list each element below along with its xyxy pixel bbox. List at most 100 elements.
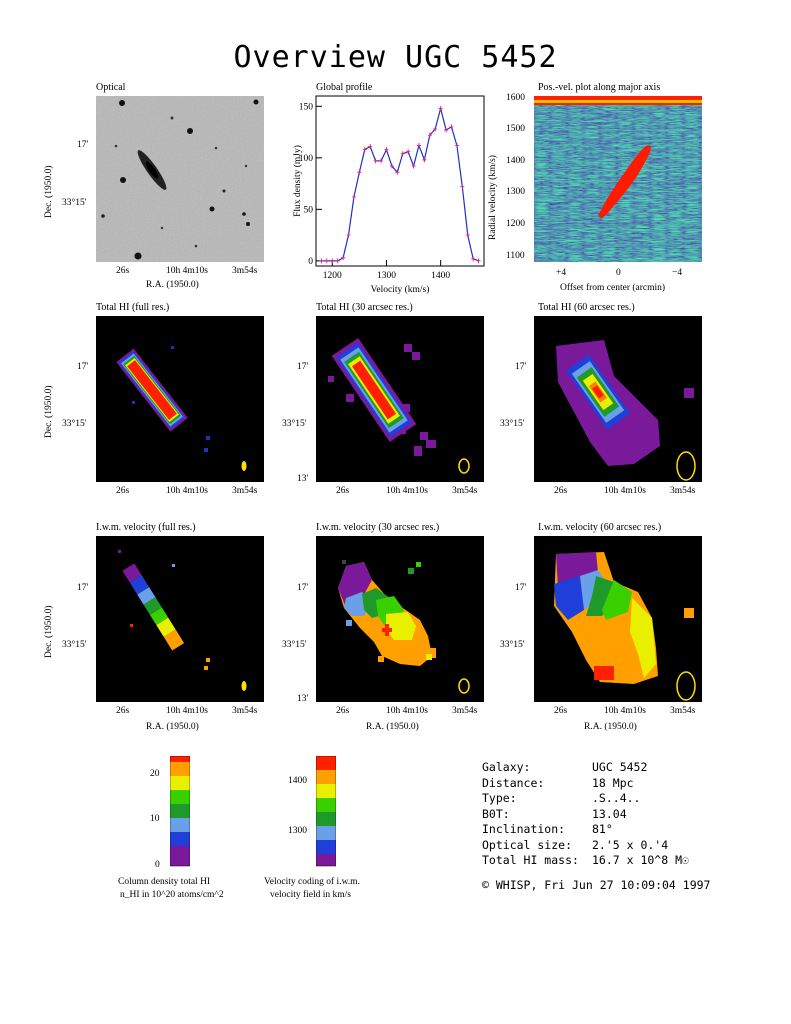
hi-30-ra-tick-26: 26s [336,486,350,496]
profile-data-point [411,163,416,169]
colorbar-column-tick-20: 20 [150,769,160,779]
pv-panel-title: Pos.-vel. plot along major axis [538,82,661,93]
vel-full-ra-tick-26: 26s [116,706,130,716]
global-profile-chart: 1200 1300 1400 0 50 100 150 Velocity (km/s) Fl… [292,95,485,295]
profile-data-point [324,258,329,264]
vel-full-ra-tick-3m54: 3m54s [232,706,258,716]
profile-data-point [319,258,324,264]
beam-ellipse [676,671,696,701]
colorbar-velocity-caption1: Velocity coding of i.w.m. [264,877,360,887]
hi-full-dec-label: Dec. (1950.0) [44,385,54,439]
profile-data-point [433,126,438,132]
credit-line: © WHISP, Fri Jun 27 10:09:04 1997 [482,878,711,892]
hi-30-dec-tick-15: 33°15' [282,419,307,429]
pv-xtick-plus4: +4 [556,268,567,278]
profile-panel-title: Global profile [316,82,373,93]
vel-60-dec-tick-15: 33°15' [500,640,525,650]
profile-data-point [373,158,378,164]
profile-ytick-label: 100 [299,154,314,164]
hi-30-dec-tick-17: 17' [297,362,309,372]
hi-30-title: Total HI (30 arcsec res.) [316,302,413,313]
profile-data-point [422,157,427,163]
colorbar-velocity-caption2: velocity field in km/s [270,890,352,900]
optical-ra-tick-10h: 10h 4m10s [166,266,208,276]
vel-full-dec-label: Dec. (1950.0) [44,605,54,659]
colorbar-column-caption1: Column density total HI [118,877,211,887]
colorbar-velocity-tick-1400: 1400 [288,776,307,786]
info-label-inclination: Inclination: [482,822,566,836]
beam-ellipse [458,458,470,474]
vel-30-map [316,536,484,702]
pv-xtick-0: 0 [616,268,621,278]
vel-60-dec-tick-17: 17' [515,583,527,593]
hi-30-map [316,316,484,482]
profile-data-point [465,232,470,238]
vel-30-dec-tick-13: 13' [297,694,309,704]
optical-image [96,96,264,262]
hi-full-dec-tick-17: 17' [77,362,89,372]
info-label-bt: B0T: [482,806,510,821]
profile-data-point [330,258,335,264]
hi-30-ra-tick-3m54: 3m54s [452,486,478,496]
info-value-distance: 18 Mpc [592,775,634,790]
profile-ytick-label: 50 [304,205,314,215]
profile-ylabel: Flux density (mJy) [292,145,303,217]
info-label-galaxy: Galaxy: [482,760,531,774]
optical-ra-label: R.A. (1950.0) [146,280,199,290]
optical-dec-tick-15: 33°15' [62,198,87,208]
vel-60-ra-tick-3m54: 3m54s [670,706,696,716]
colorbar-column-tick-0: 0 [155,860,160,870]
hi-full-title: Total HI (full res.) [96,302,170,313]
profile-data-point [416,142,421,148]
profile-data-point [368,143,373,149]
profile-ytick-label: 150 [299,102,314,112]
profile-xlabel: Velocity (km/s) [371,284,430,295]
hi-60-map [534,316,702,482]
info-label-distance: Distance: [482,775,545,790]
profile-ytick-label: 0 [308,257,313,267]
pv-ytick-1100: 1100 [506,251,525,261]
profile-data-point [362,147,367,153]
hi-full-map [96,316,264,482]
hi-30-dec-tick-13: 13' [297,474,309,484]
vel-full-ra-tick-10h: 10h 4m10s [166,706,208,716]
info-value-bt: 13.04 [592,806,627,821]
pv-xtick-minus4: −4 [672,268,683,278]
profile-xtick-label: 1300 [377,271,396,281]
profile-data-point [384,147,389,153]
info-label-type: Type: [482,791,517,805]
profile-series-line [321,108,479,262]
hi-60-ra-tick-10h: 10h 4m10s [604,486,646,496]
info-value-hi-mass: 16.7 x 10^8 M☉ [592,853,689,867]
pv-ytick-1600: 1600 [506,93,525,103]
pv-ylabel: Radial velocity (km/s) [488,155,498,240]
info-label-hi-mass: Total HI mass: [482,853,579,867]
profile-data-point [351,194,356,200]
profile-data-point [476,258,481,264]
pv-xlabel: Offset from center (arcmin) [560,283,666,293]
optical-ra-tick-26: 26s [116,266,130,276]
pv-ytick-1200: 1200 [506,219,525,229]
profile-data-point [395,169,400,175]
column-density-colorbar [170,756,190,867]
profile-data-point [406,149,411,155]
vel-30-dec-tick-15: 33°15' [282,640,307,650]
profile-data-point [449,124,454,130]
hi-full-ra-tick-3m54: 3m54s [232,486,258,496]
hi-60-dec-tick-15: 33°15' [500,419,525,429]
vel-30-title: I.w.m. velocity (30 arcsec res.) [316,522,440,533]
vel-full-ra-label: R.A. (1950.0) [146,722,199,732]
pv-ytick-1300: 1300 [506,187,525,197]
beam-ellipse [458,678,470,694]
optical-ra-tick-3m54: 3m54s [232,266,258,276]
hi-full-dec-tick-15: 33°15' [62,419,87,429]
vel-30-ra-tick-26: 26s [336,706,350,716]
profile-data-point [357,169,362,175]
colorbar-velocity-tick-1300: 1300 [288,826,307,836]
info-value-type: .S..4.. [592,791,641,805]
velocity-colorbar [316,756,336,867]
galaxy-info-values: UGC 5452 18 Mpc .S..4.. 13.04 81° 2.'5 x… [592,760,689,869]
beam-ellipse [241,681,247,691]
profile-data-point [341,255,346,261]
hi-full-ra-tick-26: 26s [116,486,130,496]
